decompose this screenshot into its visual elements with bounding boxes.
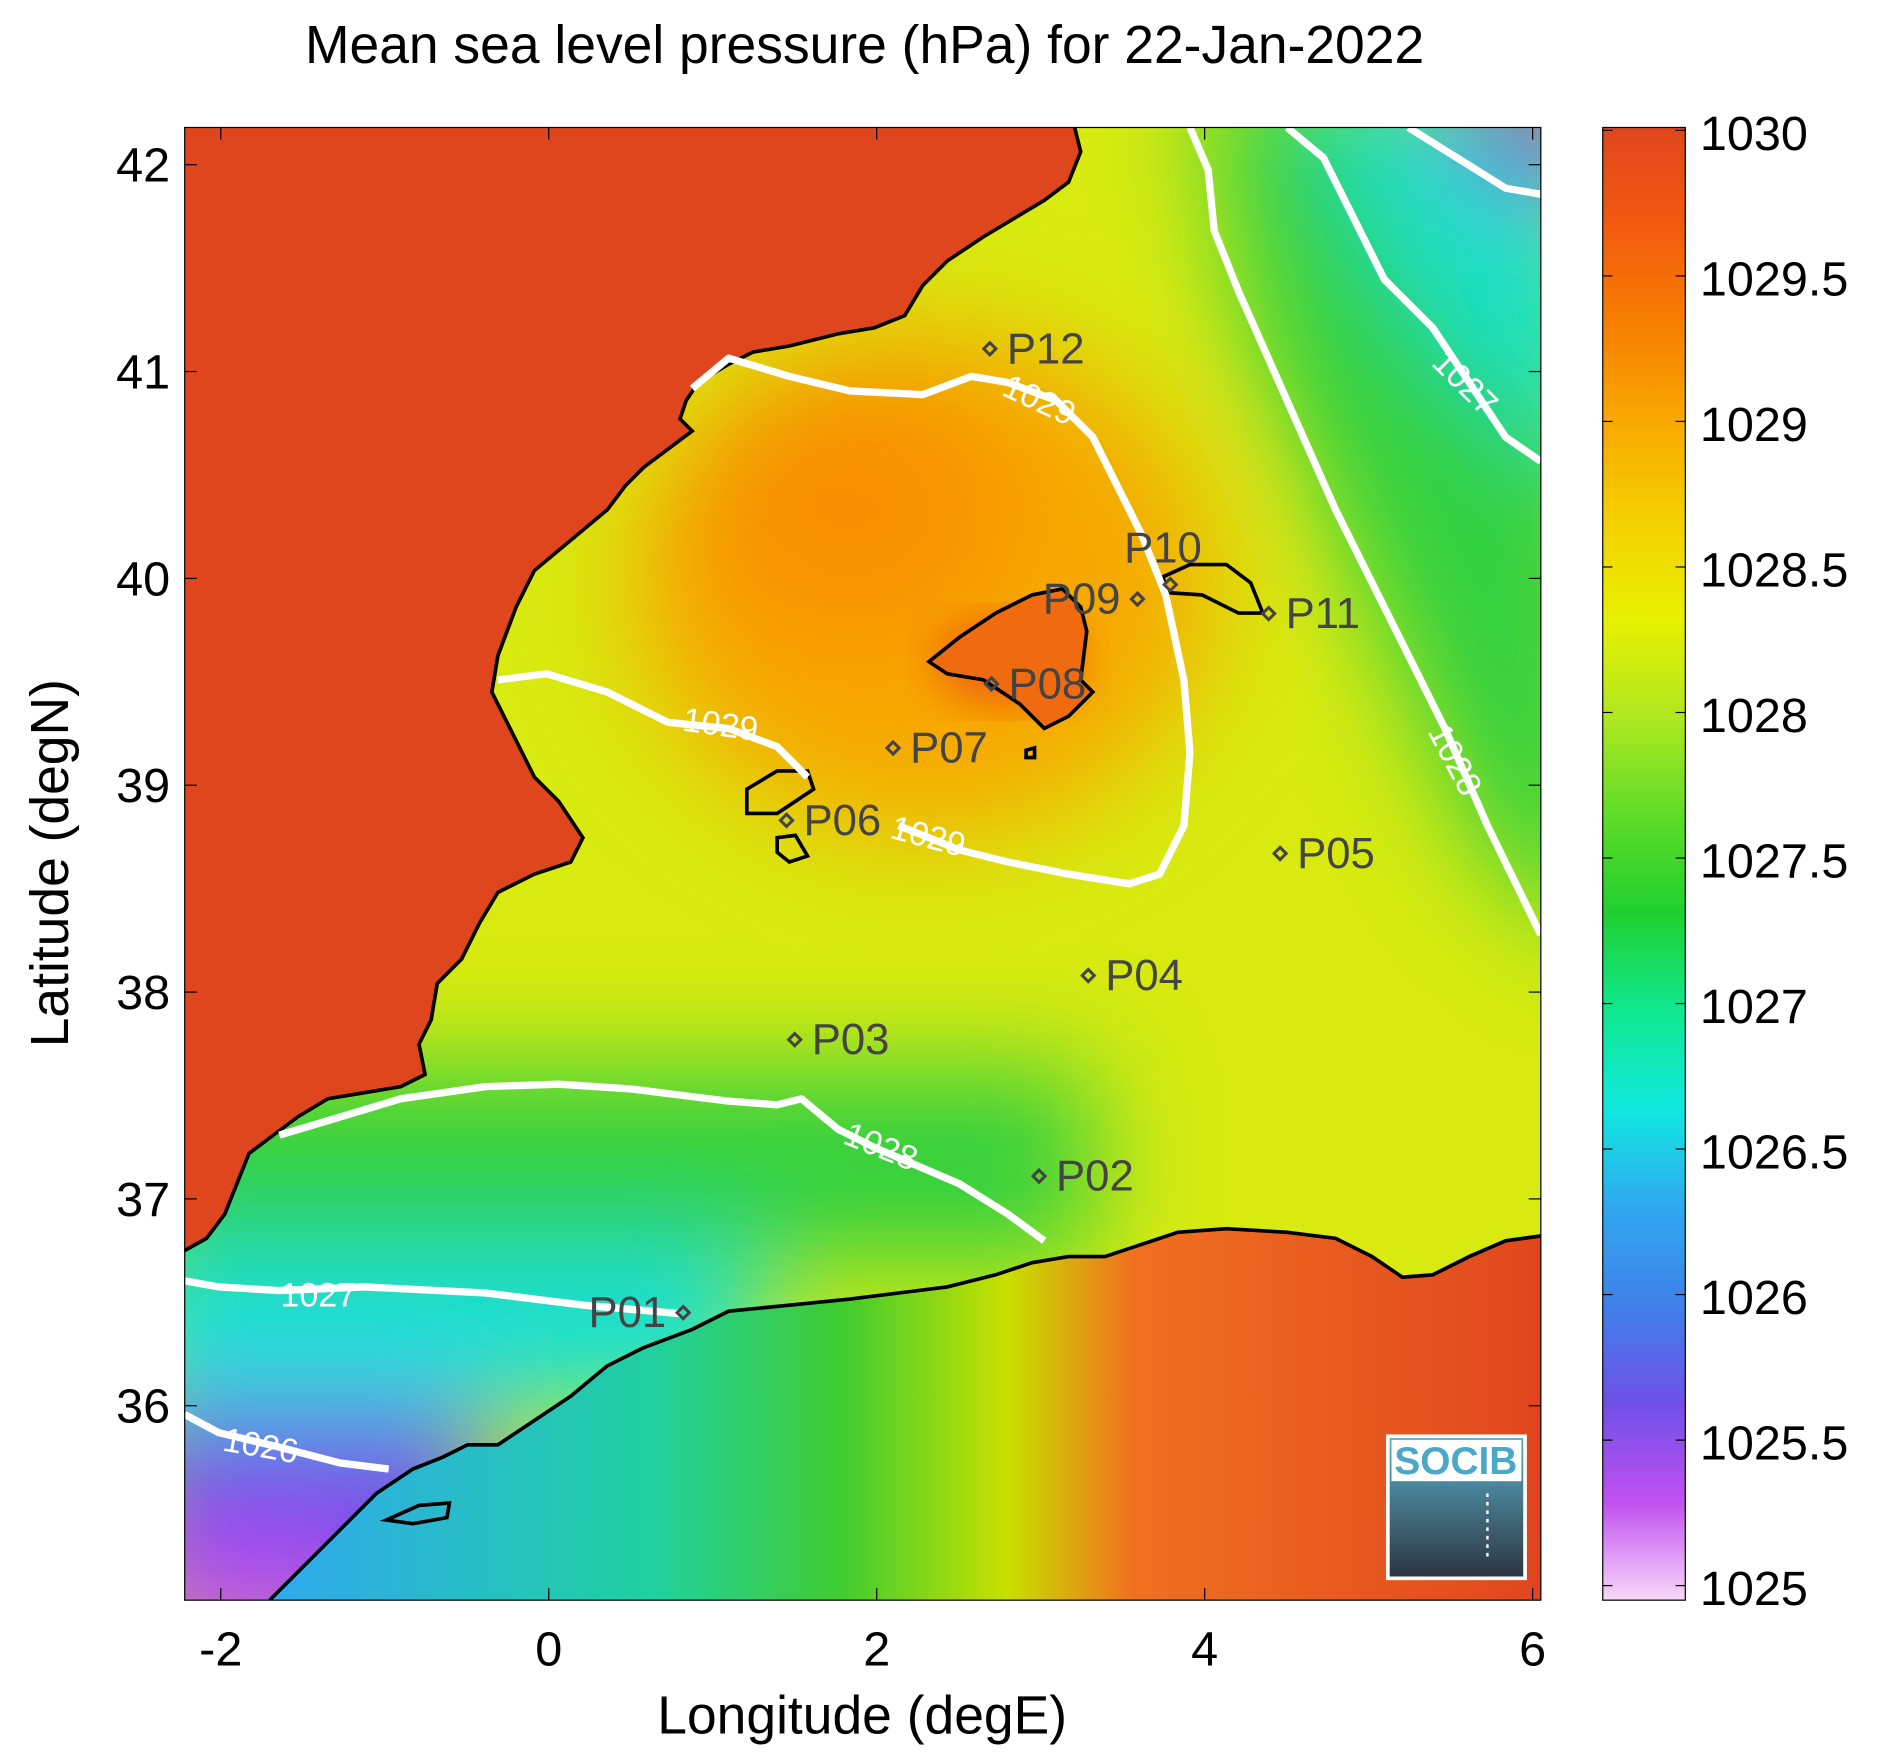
station-label: P02 (1056, 1152, 1134, 1201)
colorbar-tick-label: 1027 (1700, 980, 1808, 1034)
mallorca (928, 588, 1093, 729)
iberia-land (184, 127, 1081, 1251)
station-label: P10 (1124, 524, 1202, 573)
colorbar-tick-label: 1025 (1700, 1562, 1808, 1616)
map-title: Mean sea level pressure (hPa) for 22-Jan… (305, 16, 1424, 75)
plot-frame (184, 126, 1542, 1601)
colorbar-tick-label: 1026 (1700, 1271, 1808, 1325)
station-label: P06 (804, 796, 882, 845)
station-label: P07 (910, 724, 988, 773)
station-marker (983, 675, 1000, 693)
colorbar-tick-label: 1030 (1700, 107, 1808, 161)
contour-1027-east (1284, 127, 1541, 465)
y-tick-label: 38 (116, 966, 170, 1020)
x-tick-label: 4 (1191, 1623, 1218, 1677)
colorbar-tick-label: 1029 (1700, 398, 1808, 452)
colorbar-tick-label: 1027.5 (1700, 834, 1848, 888)
x-axis-label: Longitude (degE) (657, 1687, 1067, 1746)
y-tick-label: 42 (116, 139, 170, 193)
contour-1028-south (278, 1080, 1047, 1244)
contour-1026-south (184, 1411, 390, 1473)
station-label: P04 (1105, 951, 1183, 1000)
y-tick-label: 41 (116, 346, 170, 400)
station-label: P08 (1008, 659, 1086, 708)
contour-1029-north (689, 354, 1194, 888)
station-label: P03 (812, 1015, 890, 1064)
station-marker (981, 340, 999, 358)
contour-1026-east (1406, 127, 1541, 198)
station-marker (1260, 605, 1277, 622)
coast-iberia (184, 127, 1083, 1253)
colorbar-tick-label: 1029.5 (1700, 252, 1848, 306)
x-tick-label: 2 (863, 1623, 890, 1677)
y-tick-label: 39 (116, 759, 170, 813)
x-tick-label: 6 (1519, 1623, 1546, 1677)
y-tick-label: 36 (116, 1380, 170, 1434)
y-tick-label: 40 (116, 552, 170, 606)
station-marker (1129, 590, 1146, 608)
station-label: P05 (1297, 829, 1375, 878)
station-label: P01 (588, 1288, 666, 1337)
contour-label: 1027 (280, 1276, 356, 1314)
station-marker (1030, 1167, 1048, 1185)
coast-mallorca (925, 586, 1096, 731)
coast-formentera (775, 833, 811, 865)
y-tick-label: 37 (116, 1173, 170, 1227)
contour-1029-west (497, 670, 811, 780)
coast-alboran (379, 1501, 452, 1526)
y-axis-label: Latitude (degN) (21, 679, 80, 1047)
coast-ibiza (744, 769, 816, 816)
coast-cabrera (1024, 745, 1037, 760)
africa-land (269, 1228, 1541, 1601)
station-label: P12 (1007, 324, 1085, 373)
station-marker (786, 1031, 803, 1048)
x-tick-label: 0 (535, 1623, 562, 1677)
station-marker (1162, 576, 1179, 593)
colorbar-tick-label: 1028.5 (1700, 543, 1848, 597)
colorbar-tick-label: 1028 (1700, 689, 1808, 743)
logo-band (1391, 1439, 1522, 1482)
station-label: P11 (1286, 589, 1361, 638)
x-tick-label: -2 (199, 1623, 242, 1677)
station-marker (1080, 967, 1097, 984)
station-marker (778, 812, 795, 829)
colorbar (1602, 126, 1686, 1601)
logo-text: SOCIB (1394, 1440, 1517, 1483)
contour-1028-east (1186, 127, 1541, 937)
colorbar-tick-label: 1025.5 (1700, 1417, 1848, 1471)
station-label: P09 (1043, 575, 1121, 624)
station-marker (1271, 845, 1289, 862)
socib-logo: SOCIB (1386, 1434, 1527, 1581)
contour-1027-south (184, 1277, 681, 1318)
coast-africa (268, 1226, 1541, 1601)
colorbar-tick-label: 1026.5 (1700, 1125, 1848, 1179)
station-marker (674, 1304, 692, 1321)
station-marker (884, 739, 902, 757)
contours (184, 127, 1541, 1473)
pressure-field: 1029 1029 1029 1028 1027 1028 1027 1026 … (184, 127, 1541, 1601)
